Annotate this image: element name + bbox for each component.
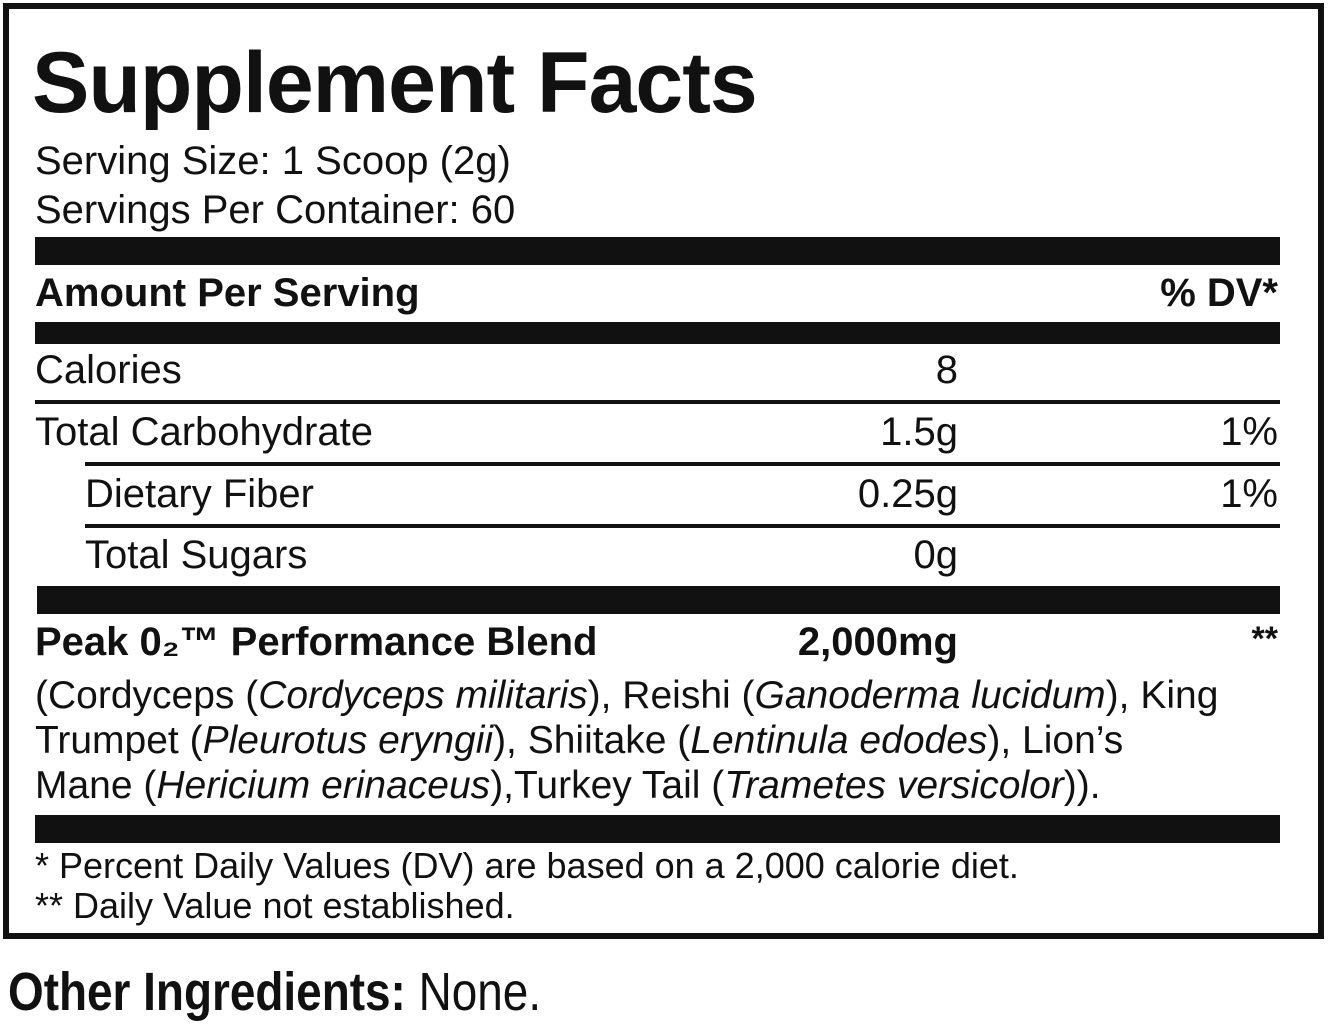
divider — [35, 400, 1280, 404]
other-ingredients: Other Ingredients: None. — [8, 965, 541, 1019]
serving-size: Serving Size: 1 Scoop (2g) — [35, 139, 511, 183]
divider — [85, 524, 1280, 528]
ingredient-text: Hericium erinaceus — [156, 764, 491, 807]
facts-box — [3, 3, 1324, 939]
ingredient-text: ), Lion’s — [987, 719, 1124, 762]
ingredient-text: (Cordyceps ( — [35, 674, 259, 717]
blend-dv: ** — [1251, 620, 1278, 658]
footnote: ** Daily Value not established. — [35, 885, 515, 926]
row-name: Total Sugars — [85, 533, 308, 577]
header-dv: % DV* — [1160, 271, 1278, 315]
row-amount: 0g — [913, 533, 959, 577]
row-name: Calories — [35, 348, 182, 392]
divider — [35, 815, 1280, 843]
ingredient-text: Ganoderma lucidum — [754, 674, 1106, 717]
divider — [35, 322, 1280, 344]
row-name: Dietary Fiber — [85, 472, 314, 516]
divider — [35, 237, 1280, 265]
ingredient-line: Mane (Hericium erinaceus),Turkey Tail (T… — [35, 766, 1218, 811]
ingredient-text: Pleurotus eryngii — [202, 719, 494, 762]
row-amount: 8 — [935, 348, 958, 392]
footnote: * Percent Daily Values (DV) are based on… — [35, 845, 1019, 886]
row-dv: 1% — [1220, 472, 1278, 516]
blend-name: Peak 0₂™ Performance Blend — [35, 620, 598, 664]
ingredient-text: ), Reishi ( — [587, 674, 755, 717]
blend-amount: 2,000mg — [797, 620, 958, 664]
ingredient-text: ), King — [1105, 674, 1219, 717]
ingredient-text: Lentinula edodes — [690, 719, 988, 762]
ingredient-text: ),Turkey Tail ( — [490, 764, 725, 807]
other-value: None. — [418, 962, 542, 1022]
ingredient-text: )). — [1063, 764, 1101, 807]
row-name: Total Carbohydrate — [35, 410, 373, 454]
divider — [85, 462, 1280, 466]
ingredient-line: Trumpet (Pleurotus eryngii), Shiitake (L… — [35, 721, 1218, 766]
ingredient-text: Cordyceps militaris — [258, 674, 588, 717]
row-amount: 1.5g — [880, 410, 958, 454]
ingredient-line: (Cordyceps (Cordyceps militaris), Reishi… — [35, 676, 1218, 721]
other-label: Other Ingredients: — [8, 962, 406, 1022]
ingredient-text: Trametes versicolor — [724, 764, 1064, 807]
header-amount: Amount Per Serving — [35, 271, 420, 315]
servings-per-container: Servings Per Container: 60 — [35, 188, 516, 232]
row-dv: 1% — [1220, 410, 1278, 454]
ingredient-text: ), Shiitake ( — [493, 719, 691, 762]
row-amount: 0.25g — [857, 472, 958, 516]
ingredient-text: Mane ( — [35, 764, 157, 807]
title: Supplement Facts — [32, 35, 758, 131]
ingredients: (Cordyceps (Cordyceps militaris), Reishi… — [35, 676, 1218, 811]
divider — [37, 586, 1280, 614]
ingredient-text: Trumpet ( — [35, 719, 203, 762]
